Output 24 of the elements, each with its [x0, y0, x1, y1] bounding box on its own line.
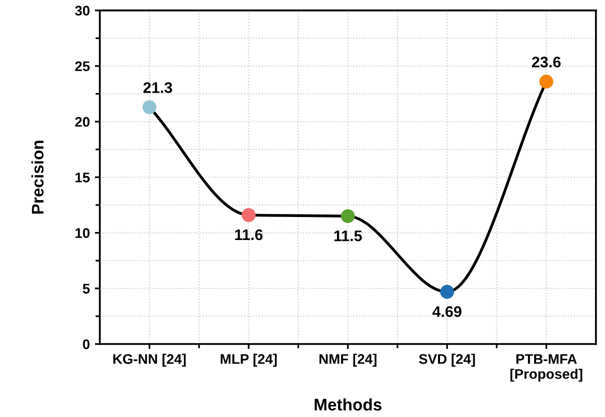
- data-label: 21.3: [143, 82, 172, 94]
- data-label: 23.6: [532, 56, 561, 68]
- point: [340, 209, 355, 224]
- x-axis-title: Methods: [314, 398, 382, 411]
- point: [242, 208, 256, 222]
- x-tick-label: NMF [24]: [319, 354, 376, 367]
- y-tick-label: 0: [82, 339, 90, 350]
- y-axis-title: Precision: [31, 140, 44, 214]
- y-tick-label: 5: [82, 284, 90, 294]
- data-label: 11.6: [235, 229, 263, 240]
- x-tick-label: PTB-MFA [Proposed]: [510, 354, 582, 382]
- y-tick-label: 30: [74, 6, 90, 16]
- x-tick-label: SVD [24]: [418, 354, 475, 367]
- y-tick-label: 20: [75, 116, 90, 127]
- y-tick-label: 15: [76, 172, 90, 182]
- data-label: 4.69: [432, 306, 462, 317]
- point: [440, 284, 454, 299]
- y-tick-label: 10: [76, 228, 90, 238]
- data-label: 11.5: [334, 230, 362, 242]
- y-tick-label: 25: [75, 61, 90, 72]
- x-tick-label: MLP [24]: [220, 354, 277, 367]
- point: [539, 74, 554, 89]
- x-tick-label: KG-NN [24]: [113, 354, 186, 367]
- point: [142, 100, 156, 114]
